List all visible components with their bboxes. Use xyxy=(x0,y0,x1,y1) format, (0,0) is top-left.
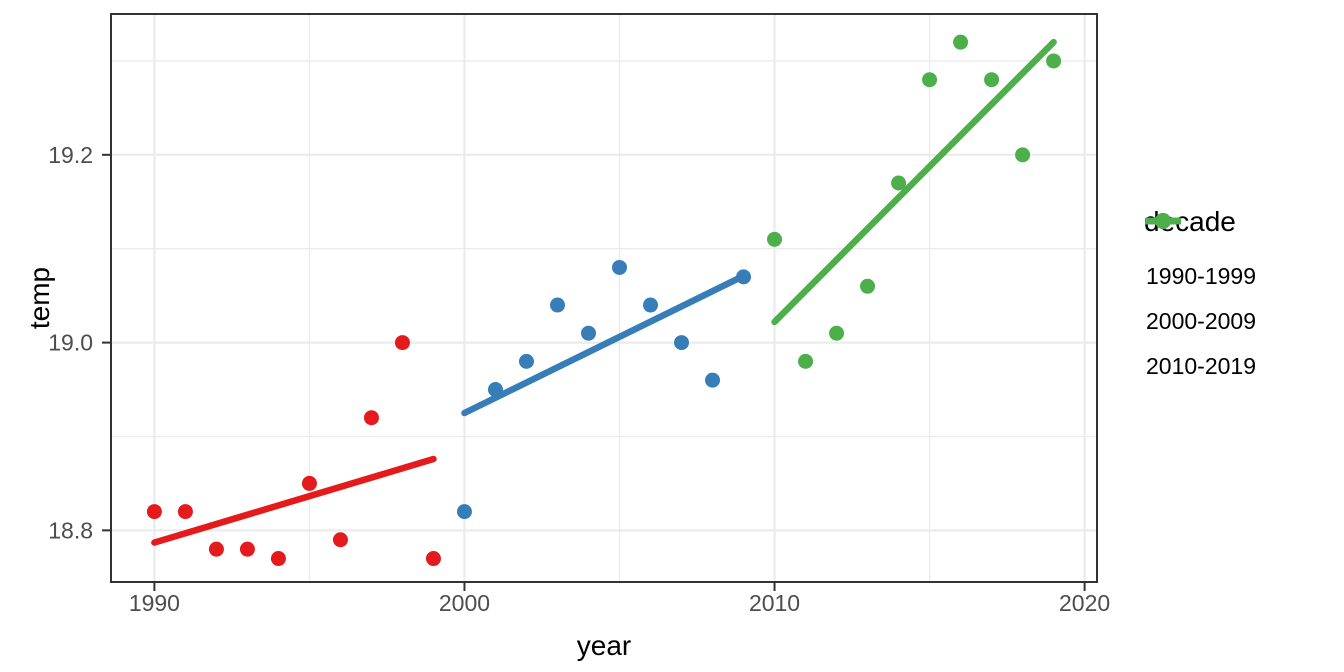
data-point xyxy=(984,72,1000,88)
data-point xyxy=(1015,147,1031,163)
legend: decade 1990-1999 2000-2009 2010-2019 xyxy=(1144,206,1256,389)
data-point xyxy=(860,278,876,294)
y-tick-label: 19.0 xyxy=(48,330,93,356)
data-point xyxy=(177,504,193,520)
y-tick-label: 19.2 xyxy=(48,142,93,168)
y-tick-label: 18.8 xyxy=(48,517,93,543)
data-point xyxy=(767,231,783,247)
data-point xyxy=(674,335,690,351)
legend-label: 2000-2009 xyxy=(1146,308,1256,334)
data-point xyxy=(332,532,348,548)
data-point xyxy=(363,410,379,426)
legend-item-2000s: 2000-2009 xyxy=(1144,213,1256,344)
trend-line xyxy=(771,38,1057,326)
x-tick-label: 2020 xyxy=(1059,590,1110,616)
data-point xyxy=(829,325,845,341)
panel-background xyxy=(111,14,1097,582)
legend-label: 1990-1999 xyxy=(1146,263,1256,289)
data-point xyxy=(798,353,814,369)
legend-key-line-dot-icon xyxy=(1145,213,1181,229)
data-point xyxy=(549,297,565,313)
data-point xyxy=(953,34,969,50)
legend-item-2010s: 2010-2019 xyxy=(1144,213,1256,389)
data-point xyxy=(922,72,938,88)
data-point xyxy=(146,504,162,520)
data-point xyxy=(518,353,534,369)
data-point xyxy=(612,259,628,275)
trend-line xyxy=(151,455,437,546)
data-point xyxy=(891,175,907,191)
trend-line xyxy=(461,272,747,417)
data-point xyxy=(1046,53,1062,69)
x-tick-label: 2000 xyxy=(439,590,490,616)
panel-border xyxy=(110,13,1098,583)
y-axis-title: temp xyxy=(24,266,55,330)
data-point xyxy=(643,297,659,313)
legend-item-1990s: 1990-1999 xyxy=(1144,213,1256,299)
data-point xyxy=(394,335,410,351)
data-point xyxy=(270,551,286,567)
data-point xyxy=(580,325,596,341)
data-point xyxy=(705,372,721,388)
x-tick-label: 1990 xyxy=(129,590,180,616)
data-point xyxy=(208,541,224,557)
data-point xyxy=(301,475,317,491)
legend-label: 2010-2019 xyxy=(1146,353,1256,379)
x-axis-title: year xyxy=(576,630,632,661)
data-point xyxy=(425,551,441,567)
data-point xyxy=(239,541,255,557)
data-point xyxy=(456,504,472,520)
x-tick-label: 2010 xyxy=(749,590,800,616)
